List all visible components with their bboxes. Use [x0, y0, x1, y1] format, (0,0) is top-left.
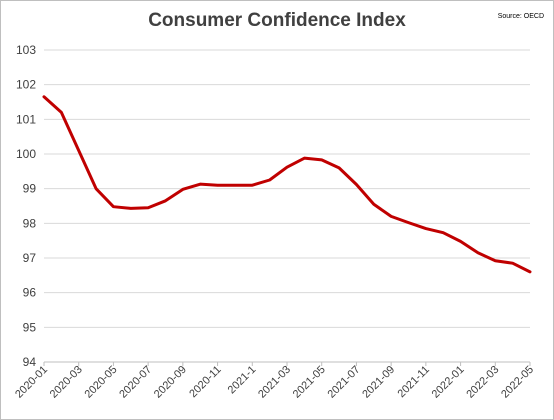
x-tick-label: 2020-03	[48, 364, 85, 401]
x-tick-label: 2021-03	[256, 364, 293, 401]
y-tick-label: 99	[23, 182, 37, 196]
y-tick-label: 95	[23, 320, 37, 334]
x-tick-label: 2020-01	[13, 364, 50, 401]
gridlines	[44, 49, 530, 363]
y-tick-label: 96	[23, 286, 37, 300]
x-tick-label: 2020-11	[187, 364, 223, 400]
x-tick-label: 2020-09	[152, 364, 189, 401]
y-tick-label: 100	[16, 147, 36, 161]
x-tick-label: 2021-1	[226, 364, 259, 397]
x-tick-label: 2020-05	[83, 364, 120, 401]
y-tick-label: 94	[23, 355, 37, 369]
x-tick-label: 2022-03	[464, 364, 501, 401]
source-note: Source: OECD	[497, 13, 544, 20]
y-tick-label: 97	[23, 251, 37, 265]
x-tick-label: 2021-11	[396, 364, 432, 400]
x-tick-label: 2021-07	[326, 364, 363, 401]
series-line	[42, 95, 532, 274]
x-tick-label: 2021-09	[360, 364, 397, 401]
x-tick-label: 2022-05	[499, 364, 536, 401]
x-tick-label: 2021-05	[291, 364, 328, 401]
y-tick-label: 101	[16, 112, 36, 126]
series-group	[42, 95, 532, 274]
y-tick-label: 103	[16, 43, 36, 57]
x-axis-ticks: 2020-012020-032020-052020-072020-092020-…	[13, 362, 536, 401]
y-tick-label: 102	[16, 78, 36, 92]
y-axis-ticks: 94 95 96 97 98 99 100 101 102 103	[16, 43, 36, 369]
chart-title: Consumer Confidence Index	[148, 10, 406, 31]
x-tick-label: 2022-01	[430, 364, 467, 401]
y-tick-label: 98	[23, 216, 37, 230]
x-tick-label: 2020-07	[117, 364, 154, 401]
